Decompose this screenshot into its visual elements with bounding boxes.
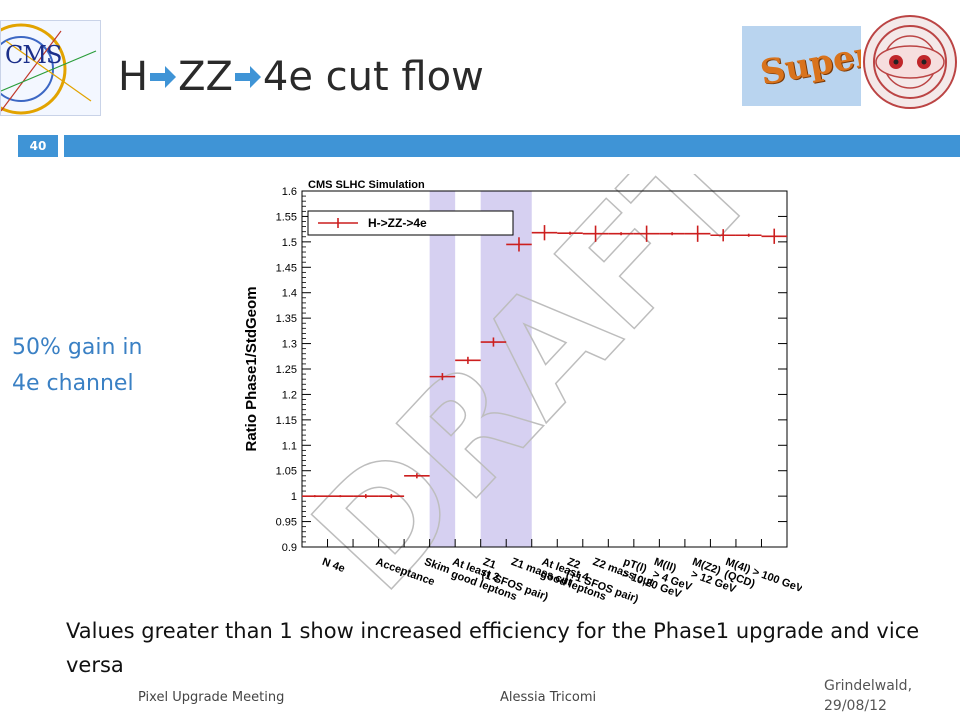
y-tick-label: 1 <box>291 491 297 503</box>
bottom-text: Values greater than 1 show increased eff… <box>66 619 920 677</box>
draft-watermark: DRAFT <box>281 174 791 614</box>
x-tick-label-line: Z1 <box>481 556 497 572</box>
footer-date-line2: 29/08/12 <box>824 698 887 714</box>
title-part-h: H <box>118 54 149 100</box>
x-tick-label-line: Z2 <box>566 556 582 572</box>
super-lhc-logo: Super <box>742 26 861 106</box>
footer-meeting: Pixel Upgrade Meeting <box>138 690 285 705</box>
legend-label: H->ZZ->4e <box>368 216 427 230</box>
slide-number: 40 <box>18 135 58 157</box>
cms-logo: CMS <box>0 20 101 116</box>
footer-date-line1: Grindelwald, <box>824 678 913 694</box>
y-axis-label: Ratio Phase1/StdGeom <box>243 286 260 451</box>
y-tick-label: 0.95 <box>276 517 297 529</box>
page-title: H ZZ 4e cut flow <box>118 52 484 102</box>
cms-logo-graphic <box>1 23 97 115</box>
y-tick-label: 1.2 <box>282 389 297 401</box>
y-tick-label: 1.45 <box>276 262 297 274</box>
y-tick-label: 1.4 <box>282 288 297 300</box>
y-tick-label: 1.15 <box>276 415 297 427</box>
footer-author: Alessia Tricomi <box>500 690 597 705</box>
side-note-line2: 4e channel <box>12 371 134 396</box>
y-tick-label: 1.1 <box>282 440 297 452</box>
lhc-magnet-graphic <box>863 15 957 109</box>
title-part-4e: 4e cut flow <box>262 54 484 100</box>
highlight-band <box>480 191 532 547</box>
arrow-right-icon <box>234 66 261 88</box>
x-tick-label: M(4l) > 100 GeV(QCD) <box>723 556 802 595</box>
footer-date: Grindelwald, 29/08/12 <box>824 676 912 716</box>
side-note: 50% gain in 4e channel <box>12 330 142 402</box>
title-part-zz: ZZ <box>178 54 233 100</box>
y-tick-label: 1.3 <box>282 339 297 351</box>
chart-title: CMS SLHC Simulation <box>308 179 425 191</box>
y-tick-label: 1.55 <box>276 211 297 223</box>
side-note-line1: 50% gain in <box>12 335 143 360</box>
arrow-right-icon <box>150 66 177 88</box>
cms-logo-text: CMS <box>5 41 62 69</box>
y-tick-label: 1.25 <box>276 364 297 376</box>
y-tick-label: 1.5 <box>282 237 297 249</box>
header-bar <box>64 135 960 157</box>
lhc-magnet-logo <box>862 14 958 110</box>
highlight-band <box>429 191 456 547</box>
super-logo-text: Super <box>757 34 861 94</box>
y-tick-label: 1.6 <box>282 186 297 198</box>
y-tick-label: 1.35 <box>276 313 297 325</box>
y-tick-label: 0.9 <box>282 542 297 554</box>
y-tick-label: 1.05 <box>276 466 297 478</box>
